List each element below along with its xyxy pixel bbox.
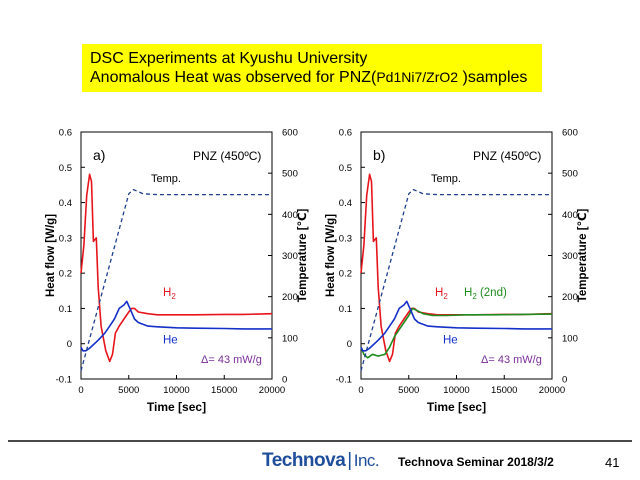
- panel-b-y2-tick-label: 0: [562, 375, 567, 386]
- panel-a-x-tick-label: 10000: [163, 385, 189, 396]
- panel-b-y-tick-label: 0.3: [339, 233, 352, 244]
- panel-a-x-axis-label: Time [sec]: [147, 400, 206, 414]
- panel-a-y-tick-label: -0.1: [56, 375, 72, 386]
- panel-a-x-tick-label: 20000: [259, 385, 285, 396]
- panel-b-y2-tick-label: 200: [562, 292, 578, 303]
- panel-a-y-tick-label: 0: [67, 339, 72, 350]
- panel-a-panel-label: a): [93, 147, 105, 163]
- panel-b-y2-tick-label: 500: [562, 169, 578, 180]
- panel-b-x-tick-label: 5000: [398, 385, 419, 396]
- panel-b-y-tick-label: 0: [347, 339, 352, 350]
- panel-b-x-tick-label: 20000: [539, 385, 565, 396]
- panel-a-delta-label: Δ= 43 mW/g: [201, 354, 262, 366]
- panel-a-y2-tick-label: 0: [282, 375, 287, 386]
- panel-a-y2-tick-label: 100: [282, 333, 298, 344]
- panel-b-y-tick-label: 0.1: [339, 304, 352, 315]
- panel-b-y2-tick-label: 300: [562, 251, 578, 262]
- panel-b-y2-tick-label: 100: [562, 333, 578, 344]
- panel-b-y2-tick-label: 600: [562, 128, 578, 139]
- panel-b-y2-axis-label: Temperature [℃]: [577, 209, 589, 303]
- title-suffix: )samples: [458, 69, 528, 86]
- panel-b-y-tick-label: -0.1: [336, 375, 352, 386]
- title-prefix: Anomalous Heat was observed for PNZ(: [90, 69, 377, 86]
- logo-separator: |: [347, 450, 352, 471]
- panel-a-x-tick-label: 15000: [211, 385, 237, 396]
- panel-a-y2-axis-label: Temperature [℃]: [297, 209, 309, 303]
- panel-a-y2-tick-label: 400: [282, 210, 298, 221]
- panel-a-y-tick-label: 0.6: [59, 128, 72, 139]
- logo-inc-text: Inc.: [353, 451, 380, 470]
- panel-b-series-label-h2: H2: [435, 287, 448, 301]
- panel-b-series-temp: [360, 188, 552, 371]
- panel-a-series-temp: [80, 188, 272, 371]
- panel-a-y2-tick-label: 200: [282, 292, 298, 303]
- panel-b-series-label-h2-2nd: H2 (2nd): [464, 287, 507, 301]
- panel-a-series-he: [80, 300, 272, 352]
- panel-a-y-tick-label: 0.5: [59, 163, 72, 174]
- panel-a-series-label-h2: H2: [163, 287, 176, 301]
- slide-title-line2: Anomalous Heat was observed for PNZ(Pd1N…: [90, 68, 534, 87]
- panel-b-x-tick-label: 15000: [491, 385, 517, 396]
- panel-b-series-h2-2nd: [360, 307, 553, 359]
- dsc-charts: -0.1 0 0.1 0.2 0.3 0.4 0.5 0.6 0 100 200 300 400 500 6…: [45, 128, 589, 415]
- technova-logo: Technova | Inc.: [262, 450, 380, 474]
- panel-a-y-axis-label: Heat flow [W/g]: [45, 214, 57, 297]
- panel-b-delta-label: Δ= 43 mW/g: [481, 354, 542, 366]
- panel-b-y-tick-label: 0.2: [339, 269, 352, 280]
- panel-a-y2-tick-label: 500: [282, 169, 298, 180]
- panel-a-x-tick-label: 0: [78, 385, 83, 396]
- panel-b-y2-tick-label: 400: [562, 210, 578, 221]
- panel-a-x-tick-label: 5000: [118, 385, 139, 396]
- panel-a-y-tick-label: 0.2: [59, 269, 72, 280]
- panel-b-y-tick-label: 0.4: [339, 198, 352, 209]
- panel-b-temp-label: Temp.: [431, 173, 461, 185]
- logo-main-text: Technova: [262, 450, 346, 471]
- panel-b-y-tick-label: 0.5: [339, 163, 352, 174]
- panel-a-y-tick-label: 0.1: [59, 304, 72, 315]
- panel-b-sample-label: PNZ (450ºC): [473, 149, 541, 163]
- panel-b-series-he: [360, 300, 552, 352]
- slide-title-box: DSC Experiments at Kyushu University Ano…: [82, 44, 542, 92]
- footer-divider: [8, 440, 632, 442]
- panel-a-series-h2: [80, 173, 273, 363]
- panel-b-x-tick-label: 10000: [443, 385, 469, 396]
- panel-b-series-h2: [360, 173, 553, 363]
- panel-a-sample-label: PNZ (450ºC): [193, 149, 261, 163]
- panel-b-y-tick-label: 0.6: [339, 128, 352, 139]
- panel-a-series-label-he: He: [163, 335, 178, 347]
- panel-b-panel-label: b): [373, 147, 385, 163]
- panel-b-series-label-he: He: [443, 335, 458, 347]
- panel-b-x-axis-label: Time [sec]: [427, 400, 486, 414]
- title-sample: Pd1Ni7/ZrO2: [376, 69, 459, 85]
- panel-a-y-tick-label: 0.3: [59, 233, 72, 244]
- panel-b-y-axis-label: Heat flow [W/g]: [325, 214, 337, 297]
- panel-b-x-tick-label: 0: [358, 385, 363, 396]
- seminar-label: Technova Seminar 2018/3/2: [398, 455, 554, 469]
- page-number: 41: [605, 455, 620, 470]
- panel-a-y-tick-label: 0.4: [59, 198, 72, 209]
- panel-a-y2-tick-label: 300: [282, 251, 298, 262]
- panel-a-temp-label: Temp.: [151, 173, 181, 185]
- slide-title-line1: DSC Experiments at Kyushu University: [90, 50, 368, 67]
- panel-a-y2-tick-label: 600: [282, 128, 298, 139]
